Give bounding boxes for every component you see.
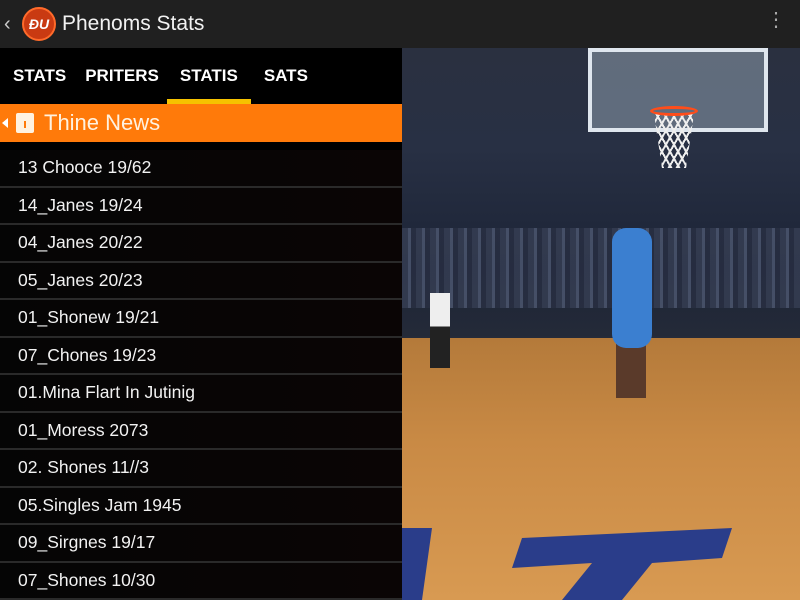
tab-stats[interactable]: STATS bbox=[13, 66, 67, 85]
list-item[interactable]: 01_Shonew 19/21 bbox=[0, 300, 402, 338]
list-item[interactable]: 07_Shones 10/30 bbox=[0, 562, 402, 600]
left-panel: STATS PRITERS STATIS SATS Thine News 13 … bbox=[0, 48, 402, 600]
crowd bbox=[402, 228, 800, 308]
tab-sats[interactable]: SATS bbox=[263, 66, 308, 85]
basket-net bbox=[654, 114, 694, 168]
app-header: ‹ ĐU Phenoms Stats ⋮ bbox=[0, 0, 800, 48]
tab-statis[interactable]: STATIS bbox=[166, 48, 251, 104]
basket-rim bbox=[650, 106, 698, 116]
player bbox=[612, 228, 652, 348]
list-item[interactable]: 05.Singles Jam 1945 bbox=[0, 487, 402, 525]
back-chevron-icon[interactable]: ‹ bbox=[4, 12, 11, 35]
list-item[interactable]: 07_Chones 19/23 bbox=[0, 337, 402, 375]
calendar-icon bbox=[16, 113, 34, 133]
news-title: Thine News bbox=[44, 110, 161, 135]
basketball-photo bbox=[402, 48, 800, 600]
news-bar[interactable]: Thine News bbox=[0, 104, 402, 142]
list-item[interactable]: 01_Moress 2073 bbox=[0, 412, 402, 450]
tab-bar: STATS PRITERS STATIS SATS bbox=[0, 48, 402, 104]
list-item[interactable]: 05_Janes 20/23 bbox=[0, 262, 402, 300]
list-item[interactable]: 13 Chooce 19/62 bbox=[0, 150, 402, 188]
app-logo: ĐU bbox=[22, 7, 56, 41]
list-item[interactable]: 14_Janes 19/24 bbox=[0, 187, 402, 225]
app-title: Phenoms Stats bbox=[62, 12, 205, 35]
backboard bbox=[588, 48, 768, 132]
list-item[interactable]: 01.Mina Flart In Jutinig bbox=[0, 375, 402, 413]
left-arrow-icon bbox=[2, 118, 8, 128]
list-item[interactable]: 09_Sirgnes 19/17 bbox=[0, 525, 402, 563]
list-item[interactable]: 04_Janes 20/22 bbox=[0, 225, 402, 263]
tab-priters[interactable]: PRITERS bbox=[85, 66, 159, 85]
kebab-menu-icon[interactable]: ⋮ bbox=[766, 9, 786, 31]
referee bbox=[430, 293, 450, 368]
player-legs bbox=[616, 338, 646, 398]
stats-list: 13 Chooce 19/62 14_Janes 19/24 04_Janes … bbox=[0, 150, 402, 600]
list-item[interactable]: 02. Shones 11//3 bbox=[0, 450, 402, 488]
court-logo bbox=[402, 528, 732, 600]
